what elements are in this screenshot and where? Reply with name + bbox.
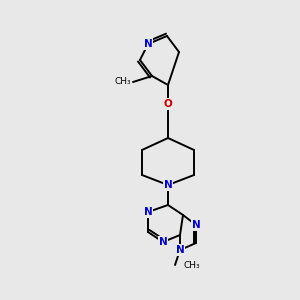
Text: N: N bbox=[164, 180, 172, 190]
Text: CH₃: CH₃ bbox=[183, 260, 200, 269]
Text: N: N bbox=[192, 220, 200, 230]
Text: N: N bbox=[159, 237, 167, 247]
Text: O: O bbox=[164, 99, 172, 109]
Text: CH₃: CH₃ bbox=[114, 77, 131, 86]
Text: N: N bbox=[144, 207, 152, 217]
Text: N: N bbox=[144, 39, 152, 49]
Text: N: N bbox=[176, 245, 184, 255]
